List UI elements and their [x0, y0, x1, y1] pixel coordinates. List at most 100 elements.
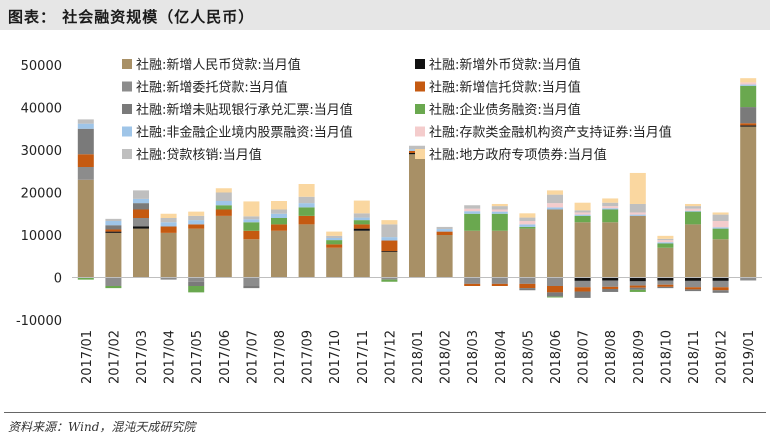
bar-segment [491, 206, 508, 210]
bar-segment [629, 289, 646, 292]
bar-segment [77, 119, 94, 124]
bar-segment [188, 215, 205, 221]
x-tick-label: 2018/04 [494, 330, 509, 384]
bar-segment [105, 220, 122, 226]
bar-segment [326, 244, 343, 248]
bar-segment [546, 286, 564, 293]
bar-segment [188, 211, 205, 216]
bar-segment [519, 283, 536, 289]
bar-segment [105, 231, 122, 233]
x-tick-label: 2017/03 [135, 330, 150, 384]
bar-segment [436, 235, 453, 278]
bar-segment [353, 213, 370, 218]
bar-segment [657, 280, 674, 285]
bar-segment [740, 85, 757, 108]
legend-swatch [122, 149, 132, 159]
x-tick-label: 2017/04 [163, 330, 178, 384]
bar-segment [160, 222, 177, 227]
bar-segment [464, 208, 481, 212]
x-tick-label: 2017/10 [328, 330, 343, 384]
bar-segment [215, 209, 232, 216]
x-tick-label: 2017/06 [218, 330, 233, 384]
bar-segment [740, 84, 757, 86]
bar-segment [602, 198, 619, 203]
bar-segment [243, 219, 260, 223]
bar-segment [160, 277, 177, 280]
bar-segment [602, 286, 619, 289]
bar-segment [464, 205, 481, 209]
bar-segment [270, 230, 288, 278]
bar-segment [712, 228, 729, 240]
bar-segment [160, 218, 177, 223]
bar-segment [740, 125, 757, 127]
bar-segment [270, 218, 288, 225]
bar-segment [298, 207, 315, 216]
bar-segment [629, 287, 646, 290]
bar-segment [684, 210, 702, 212]
bar-segment [381, 277, 398, 280]
bar-segment [132, 226, 150, 229]
bar-segment [326, 235, 343, 238]
bar-segment [77, 167, 94, 180]
legend-swatch [415, 149, 425, 159]
legend-swatch [122, 126, 132, 137]
bar-segment [629, 281, 646, 286]
bar-segment [519, 217, 536, 221]
x-tick-label: 2018/06 [549, 330, 564, 384]
bar-segment [243, 277, 260, 286]
bar-segment [712, 290, 729, 293]
bar-segment [740, 277, 757, 281]
bar-segment [132, 190, 150, 199]
bar-segment [436, 229, 453, 232]
x-tick-label: 2018/11 [687, 330, 702, 384]
bar-segment [105, 286, 122, 289]
x-tick-label: 2018/08 [604, 330, 619, 384]
bar-segment [519, 213, 536, 218]
legend-swatch [122, 81, 132, 92]
bar-segment [574, 212, 591, 215]
legend-label: 社融:地方政府专项债券:当月值 [429, 147, 607, 163]
x-tick-label: 2017/08 [273, 330, 288, 384]
bar-segment [188, 224, 205, 229]
bar-segment [298, 196, 315, 204]
x-tick-label: 2019/01 [742, 330, 757, 384]
title-bar: 图表： 社会融资规模（亿人民币） [0, 0, 770, 30]
bar-segment [546, 207, 564, 210]
bar-segment [602, 202, 619, 207]
legend-label: 社融:存款类金融机构资产支持证券:当月值 [429, 125, 672, 141]
bar-segment [629, 277, 646, 282]
bar-segment [243, 222, 260, 231]
bar-segment [629, 285, 646, 288]
bar-segment [105, 225, 122, 230]
bar-segment [712, 287, 729, 291]
bar-segment [684, 206, 702, 209]
bar-segment [381, 240, 398, 252]
bar-segment [546, 194, 564, 204]
bar-segment [574, 291, 591, 298]
bar-segment [684, 211, 702, 225]
bar-segment [602, 288, 619, 292]
x-tick-label: 2017/07 [245, 330, 260, 384]
legend-label: 社融:新增人民币贷款:当月值 [136, 57, 301, 73]
bar-segment [464, 211, 481, 214]
bar-segment [132, 218, 150, 227]
bar-segment [657, 247, 674, 278]
bar-segment [684, 280, 702, 288]
bar-segment [519, 224, 536, 227]
bar-segment [436, 226, 453, 230]
bar-segment [602, 206, 619, 209]
bar-segment [684, 289, 702, 292]
y-tick-label: 20000 [21, 187, 62, 202]
bar-segment [574, 280, 591, 288]
bar-segment [160, 232, 177, 278]
bar-segment [132, 228, 150, 278]
bar-segment [132, 198, 150, 204]
bar-segment [270, 209, 288, 214]
bar-segment [574, 287, 591, 292]
legend-swatch [415, 104, 425, 114]
bar-segment [353, 228, 370, 231]
legend-label: 社融:企业债务融资:当月值 [429, 102, 581, 118]
bar-segment [712, 227, 729, 229]
x-tick-label: 2018/07 [577, 330, 592, 384]
bar-segment [160, 213, 177, 218]
